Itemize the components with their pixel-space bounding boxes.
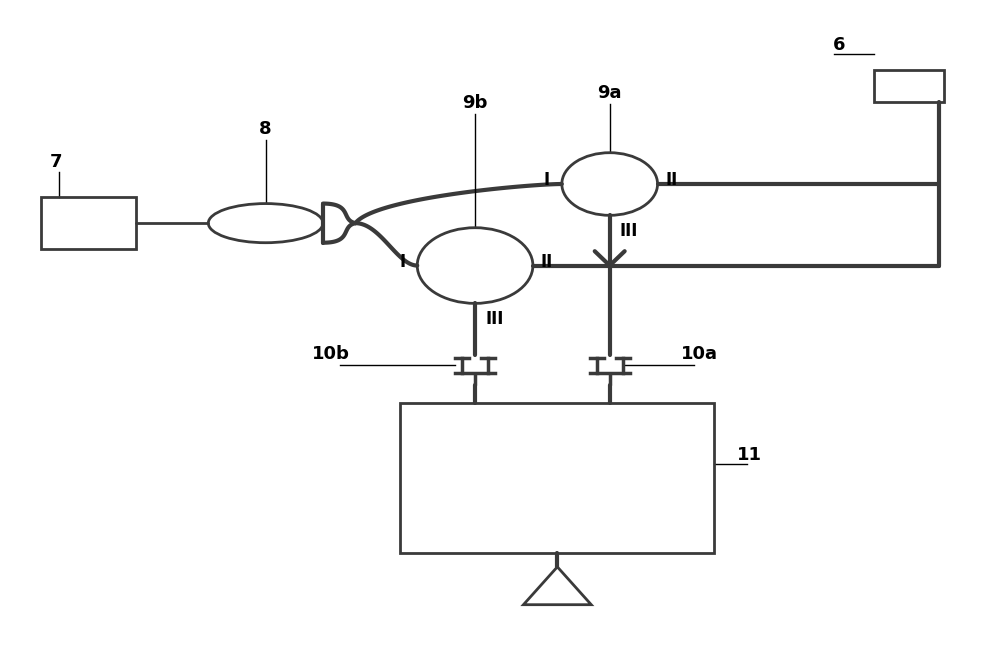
Text: II: II xyxy=(541,253,553,271)
Text: 6: 6 xyxy=(833,35,845,54)
Text: 9b: 9b xyxy=(462,94,488,112)
Text: II: II xyxy=(666,171,678,189)
Text: 11: 11 xyxy=(737,447,762,464)
Text: III: III xyxy=(485,310,503,328)
Text: 10a: 10a xyxy=(681,345,718,364)
Text: 10b: 10b xyxy=(312,345,349,364)
Text: III: III xyxy=(620,222,638,240)
Text: I: I xyxy=(544,171,550,189)
Text: 9a: 9a xyxy=(597,84,622,102)
Text: 7: 7 xyxy=(50,153,62,171)
Text: 8: 8 xyxy=(259,121,272,138)
Text: I: I xyxy=(399,253,405,271)
